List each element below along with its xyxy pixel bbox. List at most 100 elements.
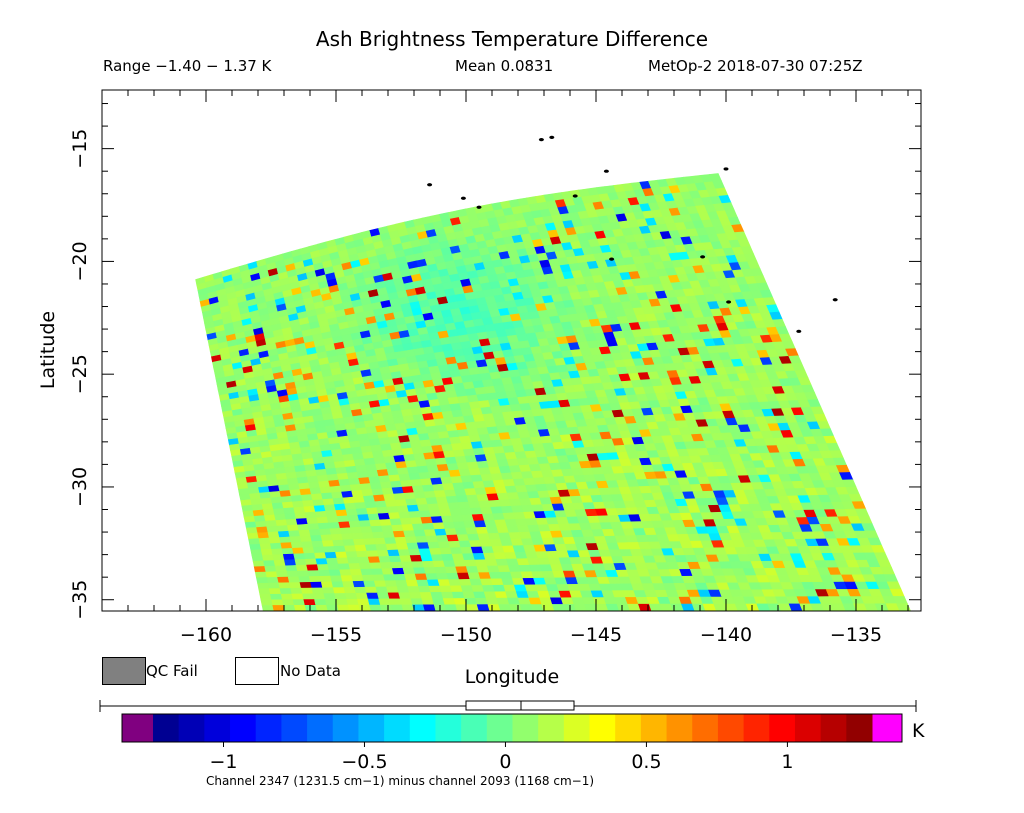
swath-cell bbox=[337, 563, 351, 571]
swath-cell bbox=[289, 536, 302, 543]
swath-cell bbox=[376, 469, 390, 477]
swath-cell bbox=[300, 494, 314, 502]
colorbar-step bbox=[846, 714, 873, 742]
swath-cell bbox=[353, 538, 366, 546]
swath-cell bbox=[475, 597, 489, 606]
island-outline bbox=[723, 167, 729, 171]
swath-cell bbox=[331, 581, 345, 589]
colorbar-step bbox=[794, 714, 822, 742]
swath-cell bbox=[463, 559, 478, 567]
swath-cell bbox=[293, 553, 306, 561]
swath-cell bbox=[360, 526, 373, 534]
island-outline bbox=[572, 194, 578, 198]
swath-cell bbox=[303, 599, 317, 606]
swath-cell bbox=[369, 519, 382, 527]
swath-cell bbox=[363, 457, 376, 466]
swath-cells bbox=[195, 173, 912, 612]
swath-cell bbox=[423, 604, 437, 612]
swath-cell bbox=[366, 592, 380, 600]
swath-cell bbox=[295, 564, 309, 572]
swath-cell bbox=[319, 486, 332, 494]
swath-cell bbox=[260, 497, 273, 505]
colorbar-step bbox=[717, 714, 745, 742]
swath-cell bbox=[318, 569, 331, 577]
swath-cell bbox=[352, 580, 366, 588]
swath-cell bbox=[386, 586, 400, 594]
swath-cell bbox=[408, 510, 422, 519]
swath-cell bbox=[448, 579, 462, 587]
swath-cell bbox=[279, 588, 293, 595]
swath-cell bbox=[321, 492, 334, 500]
swath-cell bbox=[259, 543, 272, 551]
swath-cell bbox=[374, 500, 388, 509]
swath-cell bbox=[324, 551, 338, 559]
swath-cell bbox=[380, 604, 394, 612]
swath-cell bbox=[312, 593, 326, 600]
swath-cell bbox=[323, 546, 336, 554]
swath-cell bbox=[385, 462, 398, 470]
swath-cell bbox=[346, 471, 360, 480]
swath-cell bbox=[270, 542, 283, 550]
swath-cell bbox=[373, 537, 387, 545]
swath-cell bbox=[458, 540, 472, 548]
swath-cell bbox=[337, 604, 350, 612]
swath-cell bbox=[417, 504, 430, 512]
swath-cell bbox=[288, 530, 301, 538]
swath-cell bbox=[432, 598, 446, 606]
swath-cell bbox=[326, 604, 340, 612]
colorbar-step bbox=[384, 714, 411, 742]
mean-readout: Mean 0.0831 bbox=[455, 57, 554, 75]
swath-cell bbox=[331, 491, 344, 500]
swath-cell bbox=[415, 459, 428, 468]
swath-cell bbox=[378, 598, 392, 606]
swath-cell bbox=[293, 506, 306, 514]
swath-cell bbox=[275, 519, 288, 527]
swath-cell bbox=[446, 572, 460, 581]
swath-cell bbox=[389, 518, 403, 526]
swath-cell bbox=[339, 569, 353, 577]
swath-cell bbox=[249, 543, 262, 551]
swath-cell bbox=[244, 521, 257, 529]
swath-cell bbox=[352, 496, 366, 504]
swath-cell bbox=[258, 537, 271, 545]
swath-cell bbox=[381, 568, 395, 576]
swath-cell bbox=[430, 554, 444, 562]
swath-cell bbox=[410, 598, 424, 606]
swath-cell bbox=[301, 541, 314, 549]
swath-cell bbox=[299, 488, 312, 496]
swath-cell bbox=[444, 604, 458, 612]
swath-cell bbox=[419, 592, 433, 600]
swath-cell bbox=[375, 462, 388, 471]
swath-cell bbox=[367, 556, 381, 564]
swath-cell bbox=[357, 514, 370, 522]
swath-cell bbox=[421, 598, 435, 606]
swath-cell bbox=[287, 576, 301, 584]
swath-cell bbox=[259, 593, 273, 601]
swath-cell bbox=[304, 511, 318, 519]
colorbar-step bbox=[230, 714, 257, 742]
swath-cell bbox=[251, 554, 264, 562]
y-tick-label: −25 bbox=[69, 354, 91, 394]
swath-cell bbox=[274, 565, 288, 573]
swath-cell bbox=[455, 566, 469, 574]
swath-cell bbox=[441, 553, 455, 562]
swath-cell bbox=[351, 532, 365, 540]
swath-cell bbox=[257, 532, 270, 539]
swath-cell bbox=[354, 586, 368, 594]
colorbar-tick-label: 0 bbox=[499, 751, 511, 773]
x-tick-label: −155 bbox=[310, 624, 362, 646]
swath-cell bbox=[420, 516, 434, 525]
swath-cell bbox=[283, 507, 296, 515]
swath-cell bbox=[334, 593, 348, 600]
swath-cell bbox=[366, 507, 379, 515]
colorbar-step bbox=[486, 714, 513, 742]
swath-cell bbox=[401, 523, 415, 532]
swath-cell bbox=[280, 495, 293, 504]
colorbar-step bbox=[640, 714, 668, 742]
swath-cell bbox=[364, 544, 378, 552]
swath-cell bbox=[297, 523, 310, 531]
swath-cell bbox=[423, 529, 437, 537]
swath-cell bbox=[367, 513, 381, 521]
colorbar-step bbox=[666, 714, 693, 742]
colorbar-step bbox=[589, 714, 616, 742]
